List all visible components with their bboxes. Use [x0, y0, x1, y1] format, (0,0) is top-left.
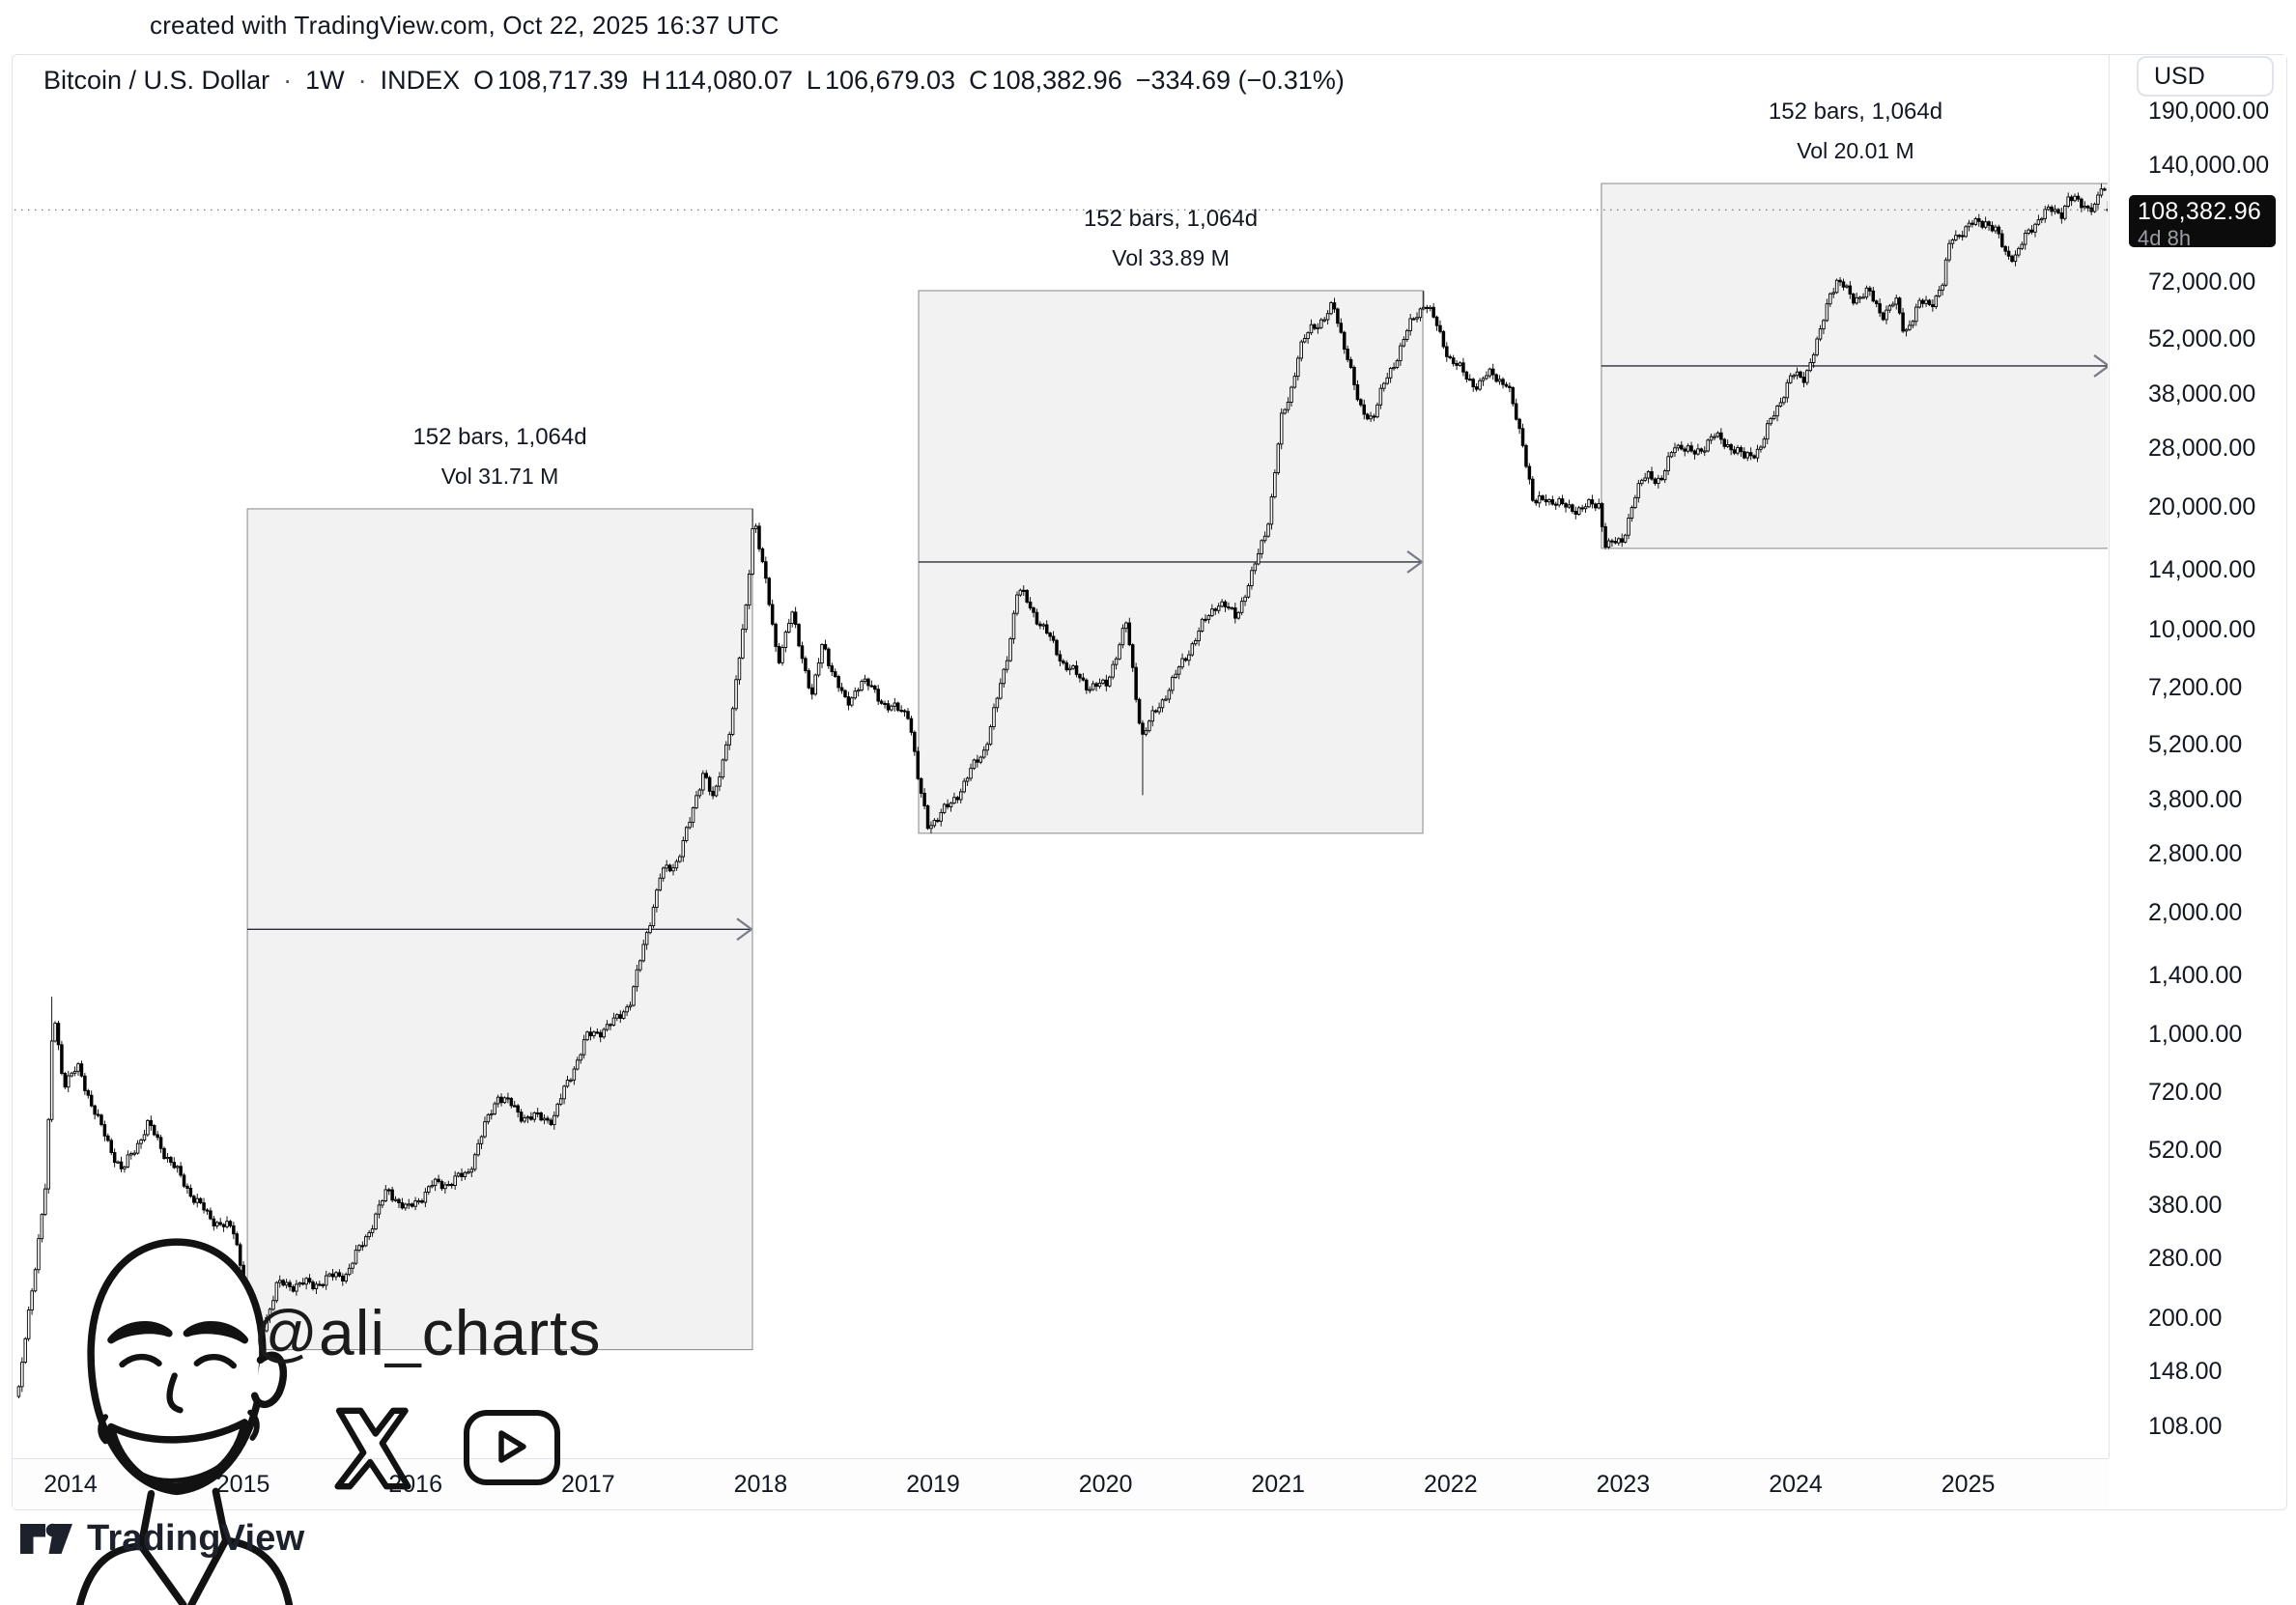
currency-button[interactable]: USD — [2137, 56, 2274, 97]
interval-label[interactable]: 1W — [305, 65, 345, 95]
price-tick-label: 2,800.00 — [2148, 839, 2243, 867]
price-tick-label: 190,000.00 — [2148, 98, 2270, 125]
year-tick-label: 2025 — [1941, 1471, 1996, 1498]
symbol-name[interactable]: Bitcoin / U.S. Dollar — [43, 65, 270, 95]
price-tick-label: 14,000.00 — [2148, 556, 2256, 584]
year-tick-label: 2017 — [560, 1471, 615, 1498]
price-tick-label: 280.00 — [2148, 1245, 2223, 1273]
price-tick-label: 140,000.00 — [2148, 151, 2270, 179]
separator-dot: · — [283, 65, 293, 95]
price-tick-label: 10,000.00 — [2148, 615, 2256, 643]
bar-countdown: 4d 8h — [2138, 226, 2192, 251]
tradingview-logo-text: TradingView — [87, 1518, 305, 1559]
year-tick-label: 2018 — [733, 1471, 788, 1498]
price-tick-label: 5,200.00 — [2148, 730, 2243, 758]
price-tick-label: 52,000.00 — [2148, 325, 2256, 353]
price-tick-label: 72,000.00 — [2148, 268, 2256, 296]
separator-dot: · — [357, 65, 367, 95]
year-tick-label: 2014 — [43, 1471, 98, 1498]
price-tick-label: 380.00 — [2148, 1191, 2223, 1219]
last-price-badge[interactable]: 108,382.96 4d 8h — [2129, 195, 2276, 250]
exchange-label: INDEX — [380, 65, 461, 95]
ohlc-open: O 108,717.39 — [473, 65, 629, 95]
price-tick-label: 20,000.00 — [2148, 493, 2256, 521]
year-tick-label: 2022 — [1423, 1471, 1478, 1498]
time-scale[interactable]: 2014 2015 2016 2017 2018 2019 2020 2021 2022 2023… — [13, 1458, 2109, 1508]
price-tick-label: 28,000.00 — [2148, 435, 2256, 463]
candles — [16, 183, 2108, 1398]
ohlc-high: H 114,080.07 — [641, 65, 793, 95]
last-price-value: 108,382.96 — [2138, 198, 2262, 226]
price-tick-label: 3,800.00 — [2148, 786, 2243, 814]
tradingview-logo-icon — [20, 1523, 72, 1554]
price-tick-label: 520.00 — [2148, 1136, 2223, 1164]
price-tick-label: 1,000.00 — [2148, 1021, 2243, 1049]
year-tick-label: 2021 — [1251, 1471, 1305, 1498]
year-tick-label: 2024 — [1769, 1471, 1823, 1498]
ohlc-close: C 108,382.96 — [969, 65, 1122, 95]
price-tick-label: 2,000.00 — [2148, 899, 2243, 927]
year-tick-label: 2019 — [906, 1471, 960, 1498]
price-tick-label: 38,000.00 — [2148, 380, 2256, 408]
price-scale[interactable]: 190,000.00 140,000.00 72,000.00 52,000.00 38… — [2109, 55, 2286, 1458]
year-tick-label: 2020 — [1078, 1471, 1133, 1498]
tradingview-footer[interactable]: TradingView — [19, 1518, 304, 1560]
year-tick-label: 2016 — [388, 1471, 442, 1498]
measurement-boxes — [246, 183, 2108, 1351]
ohlc-low: L 106,679.03 — [806, 65, 956, 95]
attribution-text: created with TradingView.com, Oct 22, 20… — [150, 11, 780, 40]
price-tick-label: 7,200.00 — [2148, 673, 2243, 701]
symbol-header: Bitcoin / U.S. Dollar · 1W · INDEX O 108,… — [43, 64, 1345, 97]
price-tick-label: 720.00 — [2148, 1079, 2223, 1107]
price-tick-label: 148.00 — [2148, 1357, 2223, 1385]
price-tick-label: 200.00 — [2148, 1304, 2223, 1332]
price-change: −334.69 (−0.31%) — [1135, 65, 1345, 95]
year-tick-label: 2015 — [215, 1471, 270, 1498]
chart-card — [12, 54, 2287, 1510]
price-tick-label: 108.00 — [2148, 1413, 2223, 1441]
price-tick-label: 1,400.00 — [2148, 962, 2243, 990]
year-tick-label: 2023 — [1596, 1471, 1651, 1498]
